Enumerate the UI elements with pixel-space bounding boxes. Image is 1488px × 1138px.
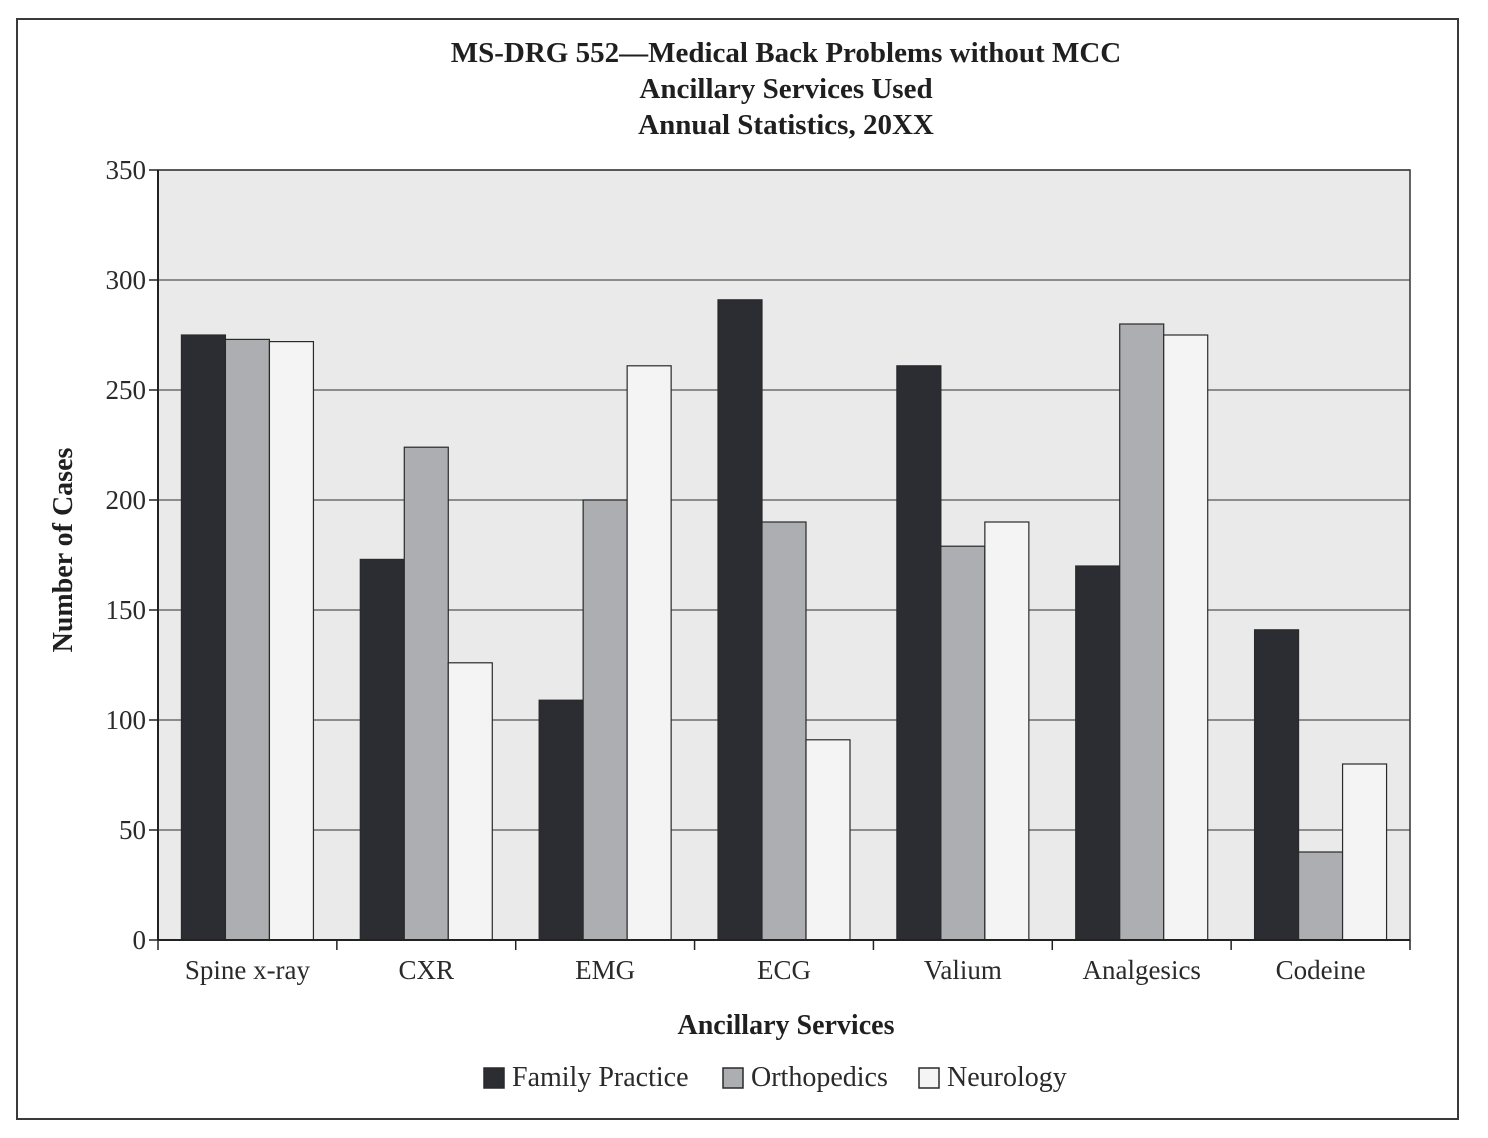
legend-swatch-neurology — [918, 1067, 940, 1089]
bar-orthopedics-codeine — [1297, 851, 1344, 941]
bar-neurology-codeine — [1341, 763, 1388, 941]
legend-swatch-orthopedics — [722, 1067, 744, 1089]
legend-label-orthopedics: Orthopedics — [751, 1062, 888, 1093]
x-tick-label: EMG — [575, 955, 635, 985]
chart-title-line-2: Ancillary Services Used — [639, 73, 932, 105]
chart-title-line-1: MS-DRG 552—Medical Back Problems without… — [451, 37, 1121, 69]
bar-orthopedics-cxr — [403, 446, 449, 941]
bar-neurology-ecg — [805, 739, 851, 941]
x-tick-label: Analgesics — [1082, 955, 1200, 985]
legend-label-neurology: Neurology — [947, 1062, 1067, 1093]
y-tick-label: 0 — [133, 925, 147, 955]
bar-family-practice-spine-x-ray — [180, 334, 227, 941]
bar-neurology-analgesics — [1163, 334, 1209, 941]
bar-neurology-cxr — [447, 662, 493, 941]
bar-orthopedics-valium — [940, 545, 986, 941]
bar-neurology-emg — [626, 365, 672, 941]
axes — [157, 169, 1411, 941]
legend: Family Practice Orthopedics Neurology — [483, 1062, 1067, 1093]
chart-title-line-3: Annual Statistics, 20XX — [638, 109, 934, 141]
x-tick-label: Valium — [924, 955, 1002, 985]
bar-orthopedics-ecg — [761, 521, 807, 941]
y-axis-title: Number of Cases — [48, 447, 79, 652]
bars — [180, 299, 1388, 941]
x-axis-title: Ancillary Services — [678, 1010, 895, 1041]
bar-orthopedics-spine-x-ray — [224, 338, 271, 941]
x-tick-label: Codeine — [1276, 955, 1366, 985]
bar-orthopedics-analgesics — [1119, 323, 1165, 941]
y-tick-label: 50 — [119, 815, 146, 845]
x-tick-label: Spine x-ray — [185, 955, 311, 985]
bar-family-practice-ecg — [717, 299, 763, 941]
bar-family-practice-analgesics — [1075, 565, 1121, 941]
x-tick-label: CXR — [399, 955, 455, 985]
legend-swatch-family-practice — [483, 1067, 505, 1089]
y-tick-label: 200 — [106, 485, 147, 515]
bar-family-practice-emg — [538, 699, 584, 941]
y-tick-label: 250 — [106, 375, 147, 405]
x-axis-ticks: Spine x-ray CXR EMG ECG Valium Analgesics Code… — [157, 940, 1411, 985]
x-tick-label: ECG — [757, 955, 811, 985]
y-tick-label: 300 — [106, 265, 147, 295]
y-tick-label: 100 — [106, 705, 147, 735]
bar-orthopedics-emg — [582, 499, 628, 941]
bar-neurology-spine-x-ray — [268, 341, 315, 941]
bar-family-practice-cxr — [359, 558, 405, 941]
bar-neurology-valium — [984, 521, 1030, 941]
bar-family-practice-codeine — [1253, 629, 1300, 941]
y-tick-label: 150 — [106, 595, 147, 625]
y-tick-label: 350 — [106, 155, 147, 185]
bar-family-practice-valium — [896, 365, 942, 941]
y-axis-ticks: 0 50 100 150 200 250 300 350 — [106, 155, 158, 955]
legend-label-family-practice: Family Practice — [512, 1062, 689, 1093]
